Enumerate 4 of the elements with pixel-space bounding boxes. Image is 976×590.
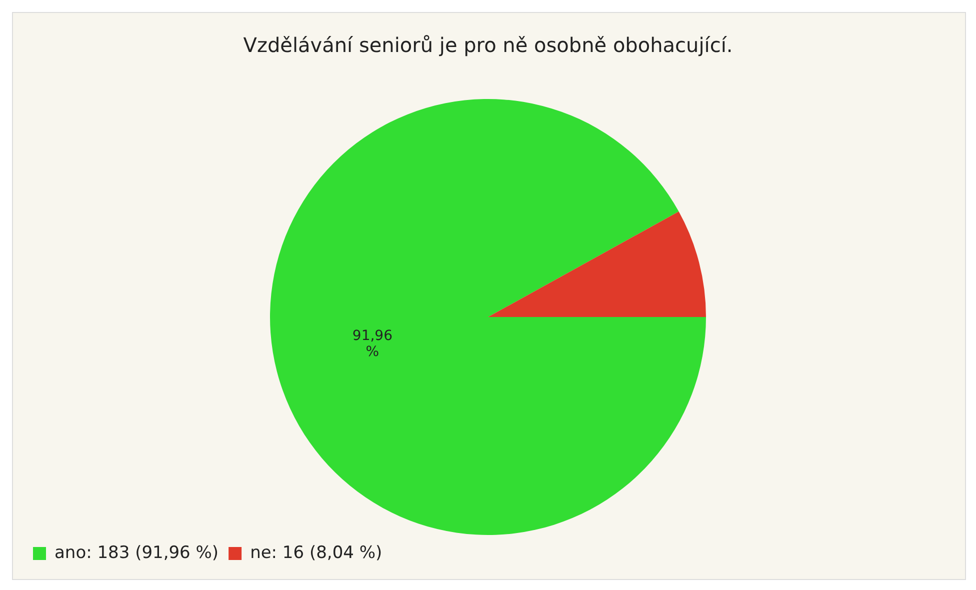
legend-label: ne: 16 (8,04 %) bbox=[250, 542, 382, 563]
legend-label: ano: 183 (91,96 %) bbox=[54, 542, 219, 563]
chart-title: Vzdělávání seniorů je pro ně osobně obohacující. bbox=[243, 33, 733, 58]
data-label: 91,96 % bbox=[352, 328, 393, 360]
